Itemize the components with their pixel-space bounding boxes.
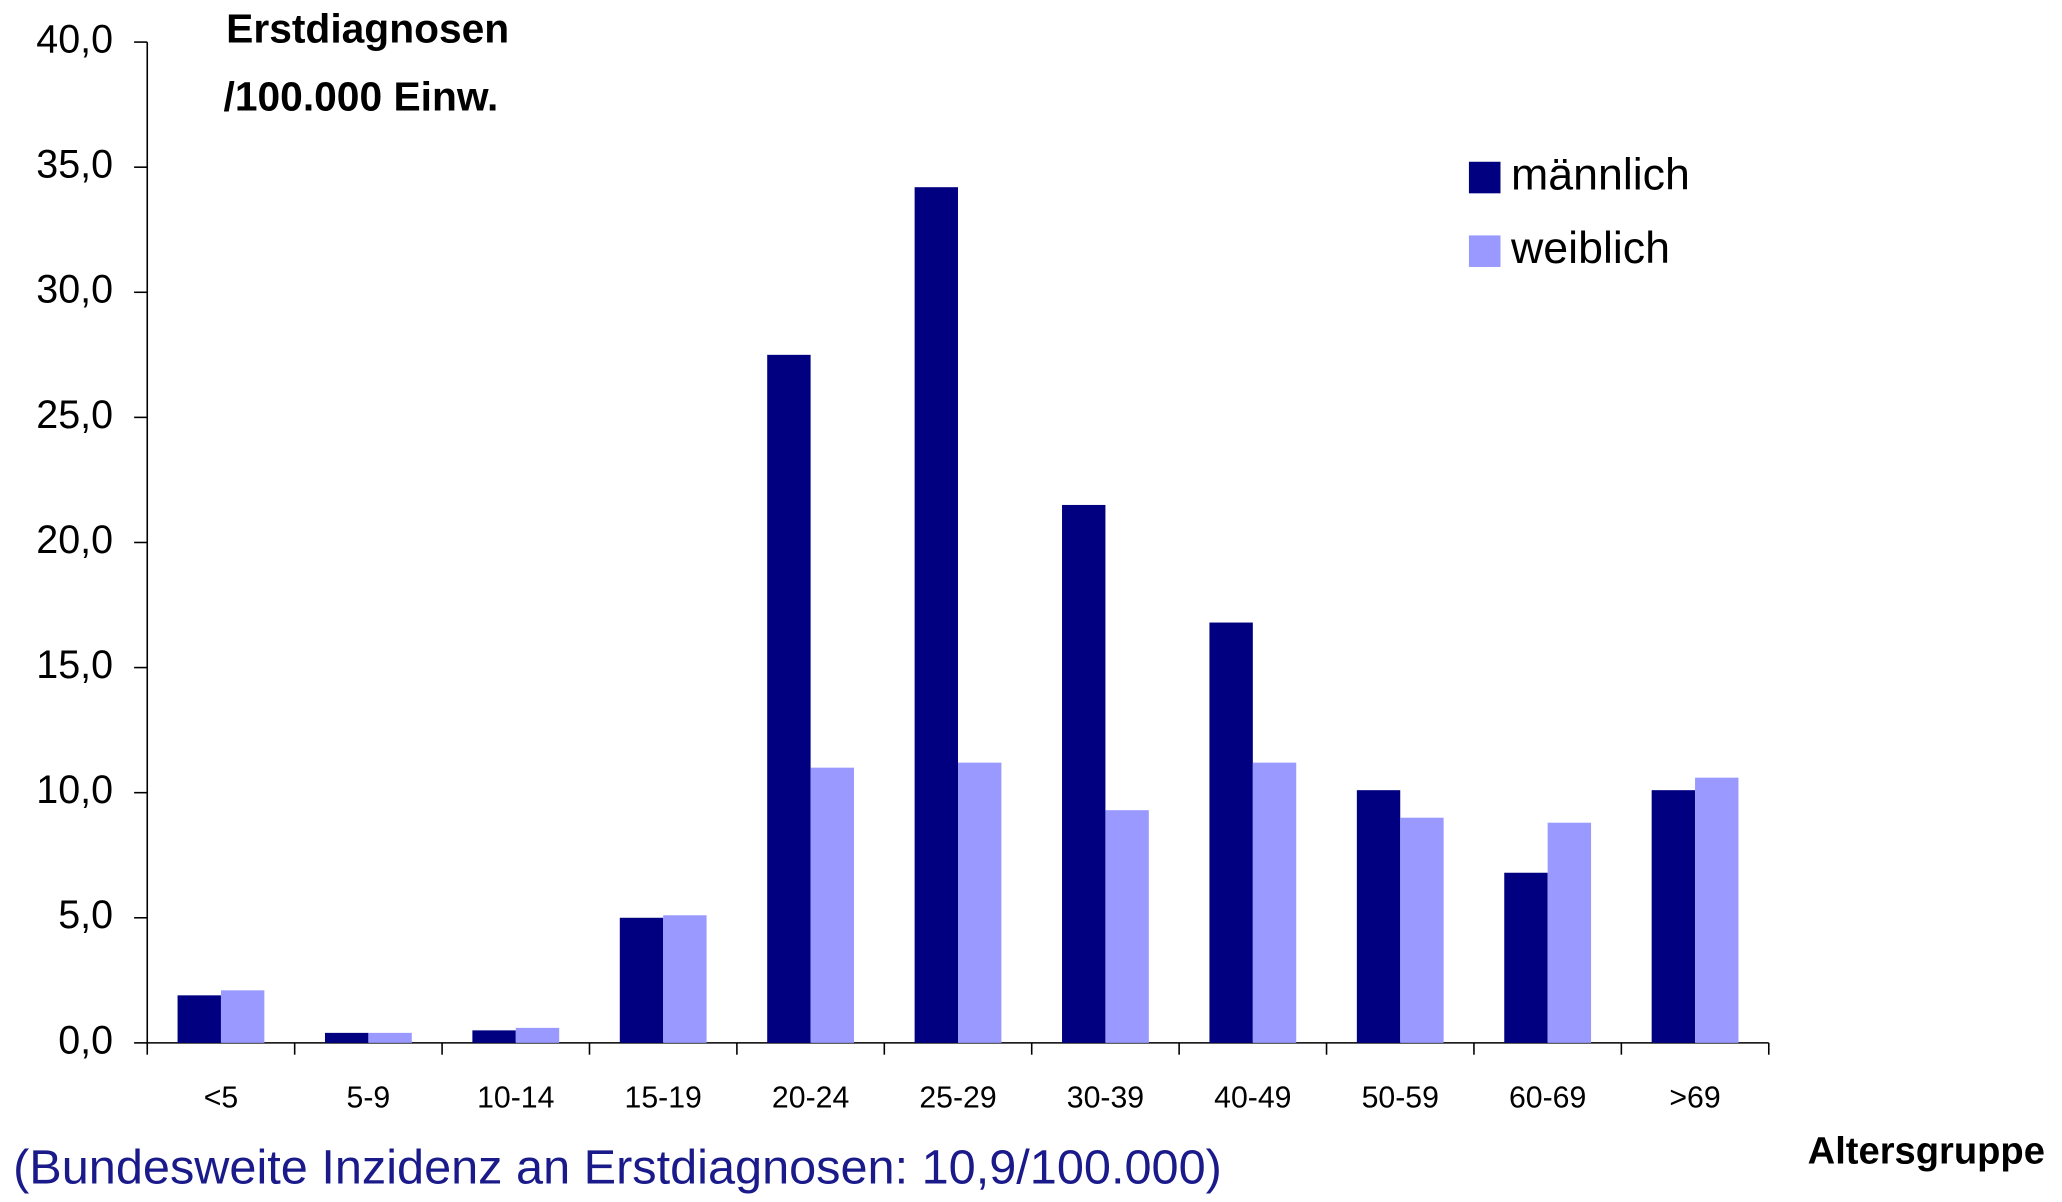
x-tick-label: 30-39 <box>1067 1081 1144 1114</box>
bar <box>1400 817 1444 1043</box>
x-tick-label: >69 <box>1669 1081 1720 1114</box>
x-tick-label: 50-59 <box>1362 1081 1439 1114</box>
y-axis-label: /100.000 Einw. <box>224 74 499 120</box>
x-tick-label: 5-9 <box>347 1081 391 1114</box>
footnote: (Bundesweite Inzidenz an Erstdiagnosen: … <box>13 1140 1222 1194</box>
y-tick-label: 5,0 <box>58 893 113 937</box>
x-tick-label: 20-24 <box>772 1081 849 1114</box>
y-tick-label: 15,0 <box>36 643 113 687</box>
legend-swatch <box>1468 235 1501 267</box>
y-tick-label: 0,0 <box>58 1018 113 1062</box>
x-axis-label: Altersgruppe <box>1808 1129 2045 1172</box>
x-tick-label: 10-14 <box>477 1081 554 1114</box>
y-tick-label: 40,0 <box>36 18 113 62</box>
y-tick-label: 30,0 <box>36 268 113 312</box>
bar <box>810 767 854 1043</box>
bar <box>472 1030 516 1043</box>
x-tick-label: <5 <box>204 1081 238 1114</box>
bar <box>1062 504 1106 1043</box>
bar <box>1356 790 1401 1043</box>
y-tick-label: 10,0 <box>36 768 113 812</box>
bar <box>663 915 707 1043</box>
y-axis-label: Erstdiagnosen <box>226 5 509 51</box>
bar <box>1504 872 1548 1043</box>
y-tick-label: 35,0 <box>36 143 113 187</box>
legend-label: männlich <box>1511 150 1690 199</box>
bar <box>177 995 221 1043</box>
bar <box>619 917 664 1043</box>
x-tick-label: 60-69 <box>1509 1081 1586 1114</box>
y-tick-label: 20,0 <box>36 518 113 562</box>
y-tick-label: 25,0 <box>36 393 113 437</box>
legend-swatch <box>1468 161 1501 194</box>
x-tick-label: 15-19 <box>625 1081 702 1114</box>
bar <box>767 354 811 1043</box>
bar <box>1105 810 1149 1043</box>
x-tick-label: 40-49 <box>1214 1081 1291 1114</box>
bar <box>1547 822 1592 1043</box>
bar <box>914 187 959 1043</box>
x-tick-label: 25-29 <box>919 1081 996 1114</box>
bar <box>1209 622 1253 1043</box>
bar <box>324 1032 369 1043</box>
bar <box>368 1032 412 1043</box>
bar <box>1651 790 1696 1043</box>
bar <box>1252 762 1297 1043</box>
legend-label: weiblich <box>1510 224 1670 273</box>
bar <box>958 762 1002 1043</box>
bar <box>515 1027 560 1043</box>
bar <box>220 990 265 1043</box>
bar <box>1695 777 1739 1043</box>
